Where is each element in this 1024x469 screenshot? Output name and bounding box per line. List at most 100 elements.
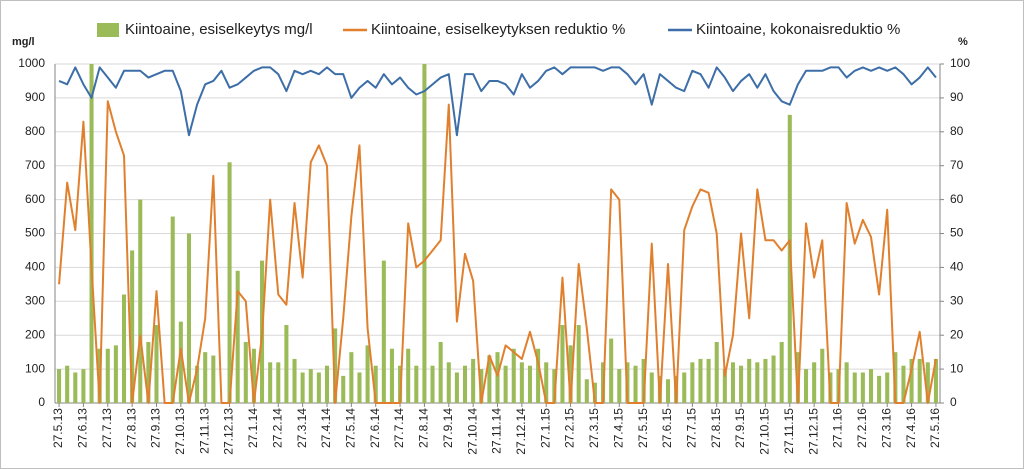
x-tick-label: 27.12.13 [222, 408, 236, 455]
bar [414, 365, 419, 403]
y-tick-label: 100 [25, 361, 45, 375]
bar [389, 348, 394, 403]
bar [568, 345, 573, 403]
y-tick-label: 500 [25, 226, 45, 240]
y2-tick-label: 90 [950, 90, 964, 104]
y2-tick-label: 10 [950, 361, 964, 375]
bar [560, 325, 565, 403]
x-tick-label: 27.3.16 [879, 408, 893, 448]
bar [81, 369, 86, 403]
x-tick-label: 27.9.15 [733, 408, 747, 448]
x-tick-label: 27.6.13 [76, 408, 90, 448]
y2-tick-label: 100 [950, 56, 970, 70]
bar [519, 362, 524, 403]
y2-tick-label: 30 [950, 293, 964, 307]
bar [121, 294, 127, 403]
bar [527, 365, 533, 403]
bar [649, 372, 654, 403]
y2-tick-label: 80 [950, 124, 964, 138]
x-tick-label: 27.7.15 [685, 408, 699, 448]
y-axis-label: mg/l [12, 36, 35, 48]
bar [324, 365, 330, 403]
x-tick-label: 27.3.14 [295, 408, 309, 448]
bar [682, 372, 687, 403]
bar [154, 325, 159, 403]
bar [251, 348, 256, 403]
bar [178, 321, 183, 403]
y-tick-label: 1000 [18, 56, 45, 70]
bar [138, 199, 143, 403]
x-tick-label: 27.1.16 [831, 408, 845, 448]
bar [730, 362, 735, 403]
bar [341, 375, 346, 403]
bar [544, 362, 549, 403]
x-tick-label: 27.8.14 [417, 408, 431, 448]
legend-label: Kiintoaine, esiselkeytyksen reduktio % [371, 21, 625, 38]
bar [877, 375, 882, 403]
bar [203, 352, 208, 403]
y-tick-label: 200 [25, 327, 45, 341]
x-tick-label: 27.7.14 [392, 408, 406, 448]
x-tick-label: 27.2.15 [563, 408, 577, 448]
x-tick-label: 27.11.15 [782, 408, 796, 454]
bar [381, 260, 386, 403]
bar [349, 352, 354, 403]
bar [641, 358, 646, 403]
bar [454, 372, 459, 403]
bar [227, 162, 232, 403]
bar [511, 348, 516, 403]
bar [609, 338, 614, 403]
x-tick-label: 27.1.14 [246, 408, 260, 448]
bar [276, 362, 281, 403]
x-tick-label: 27.6.14 [368, 408, 382, 448]
bar [284, 325, 289, 403]
line [58, 66, 937, 137]
bar [65, 365, 70, 403]
bar [186, 233, 191, 403]
y-tick-label: 300 [25, 293, 45, 307]
x-tick-label: 27.7.13 [100, 408, 114, 448]
bar [868, 369, 874, 403]
bar [722, 369, 727, 403]
bar [462, 365, 468, 403]
bar [333, 328, 338, 403]
bar [471, 358, 476, 403]
x-tick-label: 27.9.13 [149, 408, 163, 448]
x-tick-label: 27.1.15 [538, 408, 552, 448]
bar [576, 325, 581, 403]
bar [235, 270, 240, 403]
bar [243, 341, 248, 403]
bar [804, 369, 809, 403]
bar [739, 365, 744, 403]
bar [57, 369, 62, 403]
y-tick-label: 900 [25, 90, 45, 104]
bar [812, 362, 817, 403]
bar [268, 362, 273, 403]
bar [300, 372, 305, 403]
bar [487, 355, 492, 403]
y2-tick-label: 0 [950, 395, 957, 409]
line [58, 100, 937, 404]
y-tick-label: 600 [25, 192, 45, 206]
bar [105, 348, 110, 403]
bar [406, 348, 411, 403]
y2-tick-label: 40 [950, 260, 964, 274]
bar [755, 362, 760, 403]
bar [714, 341, 719, 403]
bar [146, 341, 151, 403]
bar [852, 372, 857, 403]
bar [316, 372, 321, 403]
bar [479, 369, 484, 403]
bar [552, 369, 557, 403]
x-tick-label: 27.10.15 [758, 408, 772, 455]
bar [690, 362, 695, 403]
bar [308, 369, 313, 403]
y2-axis-label: % [958, 36, 968, 48]
x-tick-label: 27.2.14 [270, 408, 284, 448]
bar [885, 372, 890, 403]
bar [438, 341, 443, 403]
y-tick-label: 800 [25, 124, 45, 138]
x-tick-label: 27.5.13 [51, 408, 65, 448]
bar [113, 345, 118, 403]
bar [73, 372, 78, 403]
